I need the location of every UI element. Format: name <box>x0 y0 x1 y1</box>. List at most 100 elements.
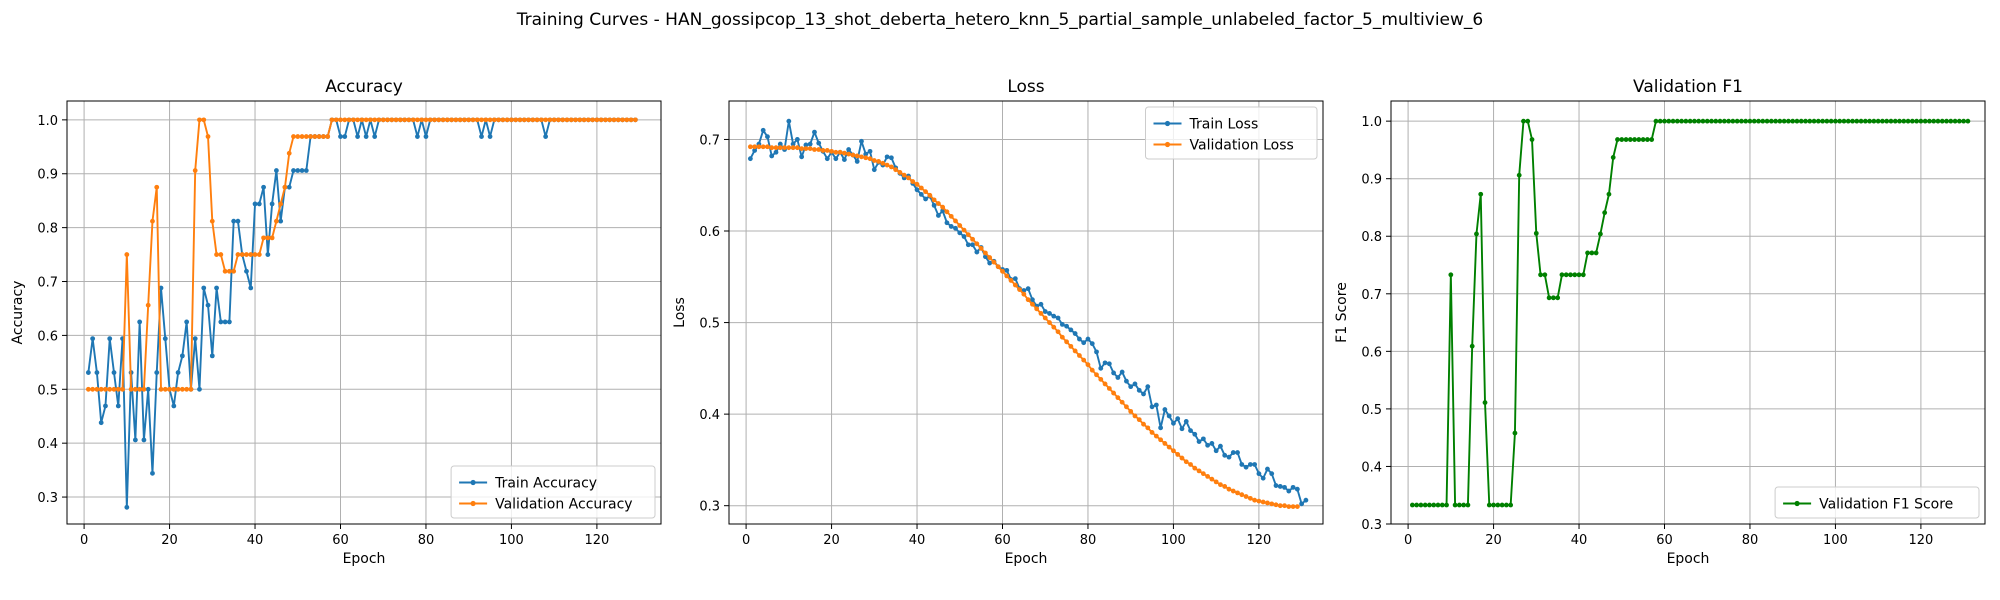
loss-validation-loss-point <box>991 259 997 265</box>
loss-train-loss-point <box>777 141 783 147</box>
validation-f1-validation-f1-score-point <box>1841 118 1847 124</box>
validation-f1-validation-f1-score-point <box>1674 118 1680 124</box>
loss-validation-loss-point <box>918 185 924 191</box>
validation-f1-ytick-label: 0.6 <box>1361 345 1382 360</box>
validation-f1-validation-f1-score-point <box>1662 118 1667 124</box>
accuracy-validation-accuracy-point <box>107 386 113 392</box>
validation-f1-validation-f1-score-point <box>1542 272 1548 278</box>
loss-validation-loss-point <box>1008 278 1014 283</box>
loss-validation-loss-point <box>974 241 980 247</box>
loss-train-loss-point <box>1179 426 1185 432</box>
loss-panel-title: Loss <box>1007 77 1044 97</box>
validation-f1-xtick-label: 80 <box>1742 533 1759 548</box>
loss-train-loss-point <box>803 142 809 148</box>
loss-validation-loss-point <box>914 181 920 187</box>
loss-train-loss-point <box>1171 420 1176 426</box>
accuracy-validation-accuracy-point <box>496 117 502 123</box>
accuracy-ytick-label: 0.3 <box>37 491 58 506</box>
loss-validation-loss-point <box>846 151 852 157</box>
loss-validation-loss-point <box>1273 502 1279 508</box>
loss-train-loss-point <box>1282 484 1287 490</box>
validation-f1-validation-f1-score-point <box>1670 118 1676 124</box>
validation-f1-validation-f1-score-point <box>1657 118 1663 124</box>
loss-validation-loss-point <box>1222 484 1228 489</box>
validation-f1-validation-f1-score-point <box>1568 272 1573 278</box>
loss-validation-loss-point <box>1094 372 1099 378</box>
loss-train-loss-point <box>1085 336 1091 342</box>
loss-xtick-label: 120 <box>1246 533 1271 548</box>
loss-train-loss-point <box>1106 361 1112 367</box>
validation-f1-validation-f1-score-point <box>1666 118 1672 124</box>
loss-train-loss-point <box>936 213 941 218</box>
loss-series-validation-loss <box>747 144 1300 509</box>
accuracy-train-accuracy-point <box>244 268 249 274</box>
loss-validation-loss-point <box>799 146 805 152</box>
validation-f1-validation-f1-score-point <box>1773 118 1778 124</box>
accuracy-validation-accuracy-point <box>385 117 390 123</box>
loss-train-loss-point <box>1128 384 1134 390</box>
validation-f1-legend-label: Validation F1 Score <box>1819 497 1953 513</box>
loss-validation-loss-point <box>794 145 800 151</box>
accuracy-validation-accuracy-point <box>171 386 177 392</box>
loss-validation-loss-point <box>884 162 890 168</box>
accuracy-validation-accuracy-point <box>598 117 604 123</box>
loss-validation-loss-point <box>1124 404 1129 410</box>
loss-validation-loss-point <box>970 236 975 242</box>
validation-f1-validation-f1-score-point <box>1845 118 1851 124</box>
validation-f1-validation-f1-score-point <box>1905 118 1911 124</box>
loss-train-loss-point <box>961 234 967 239</box>
loss-validation-loss-point <box>1265 500 1270 506</box>
accuracy-validation-accuracy-point <box>355 117 360 123</box>
validation-f1-validation-f1-score-point <box>1922 118 1928 124</box>
validation-f1-y-axis-label: F1 Score <box>1334 282 1350 343</box>
loss-ytick-label: 0.6 <box>699 225 720 240</box>
loss-validation-loss-point <box>1235 490 1240 496</box>
validation-f1-validation-f1-score-point <box>1931 118 1937 124</box>
validation-f1-validation-f1-score-point <box>1751 118 1757 124</box>
accuracy-validation-accuracy-point <box>547 117 553 123</box>
validation-f1-validation-f1-score-point <box>1615 137 1620 142</box>
validation-f1-validation-f1-score-point <box>1803 118 1808 124</box>
loss-train-loss-point <box>1218 443 1223 449</box>
accuracy-validation-accuracy-point <box>397 117 403 123</box>
accuracy-train-accuracy-point <box>291 168 296 173</box>
loss-train-loss-point <box>1047 311 1052 316</box>
loss-validation-loss-point <box>756 144 762 150</box>
validation-f1-validation-f1-score-point <box>1815 118 1821 124</box>
validation-f1-validation-f1-score-point <box>1884 118 1890 124</box>
accuracy-validation-accuracy-point <box>316 134 322 139</box>
validation-f1-validation-f1-score-point <box>1786 118 1791 124</box>
accuracy-train-accuracy-point <box>543 134 549 139</box>
loss-validation-loss-point <box>1158 437 1164 443</box>
loss-validation-loss-point <box>837 149 843 155</box>
loss-train-loss-point <box>841 157 847 163</box>
loss-train-loss-point <box>863 151 869 157</box>
loss-train-loss-point <box>1072 331 1078 336</box>
loss-train-loss-point <box>1213 448 1219 454</box>
validation-f1-validation-f1-score-point <box>1546 295 1552 301</box>
loss-validation-loss-point <box>1055 329 1061 335</box>
accuracy-validation-accuracy-point <box>581 117 587 123</box>
loss-validation-loss-point <box>1098 376 1104 382</box>
validation-f1-validation-f1-score-point <box>1491 502 1496 508</box>
validation-f1-validation-f1-score-point <box>1448 272 1454 278</box>
loss-train-loss-point <box>1286 488 1292 494</box>
loss-validation-loss-point <box>940 204 946 210</box>
accuracy-validation-accuracy-point <box>410 117 416 123</box>
validation-f1-validation-f1-score-point <box>1948 118 1954 124</box>
accuracy-validation-accuracy-point <box>184 386 190 392</box>
loss-validation-loss-point <box>1145 425 1151 431</box>
accuracy-validation-accuracy-point <box>278 201 284 207</box>
accuracy-validation-accuracy-point <box>137 386 143 392</box>
accuracy-series-train-accuracy <box>85 117 638 510</box>
validation-f1-validation-f1-score-point <box>1888 118 1894 124</box>
accuracy-validation-accuracy-point <box>415 117 420 123</box>
validation-f1-validation-f1-score-point <box>1645 137 1650 142</box>
accuracy-train-accuracy-point <box>192 336 198 342</box>
validation-f1-ytick-label: 0.5 <box>1361 403 1382 418</box>
figure-suptitle: Training Curves - HAN_gossipcop_13_shot_… <box>516 10 1484 30</box>
validation-f1-validation-f1-score-point <box>1619 137 1625 142</box>
loss-train-loss-point <box>948 224 954 229</box>
validation-f1-xtick-label: 0 <box>1404 533 1412 548</box>
loss-validation-loss-point <box>786 145 792 151</box>
